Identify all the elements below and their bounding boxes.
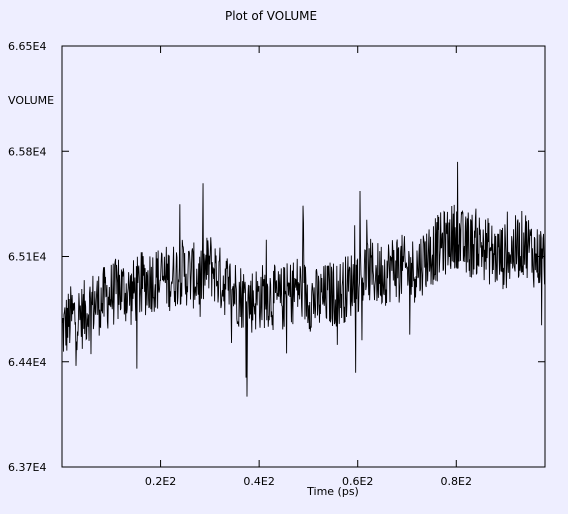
y-tick-label-4: 6.65E4: [8, 40, 46, 53]
x-axis-label: Time (ps): [306, 485, 359, 498]
x-tick-label-2: 0.6E2: [342, 475, 373, 488]
series-line-0: [61, 161, 546, 397]
y-axis-label: VOLUME: [8, 94, 54, 107]
x-tick-label-3: 0.8E2: [441, 475, 472, 488]
x-tick-label-0: 0.2E2: [145, 475, 176, 488]
y-tick-label-1: 6.44E4: [8, 356, 46, 369]
y-tick-label-0: 6.37E4: [8, 461, 46, 474]
chart-title: Plot of VOLUME: [225, 9, 317, 23]
series-layer: [61, 161, 546, 397]
y-axis: 6.37E4 6.44E4 6.51E4 6.58E4 6.65E4: [8, 40, 545, 474]
x-axis: 0.2E2 0.4E2 0.6E2 0.8E2: [145, 46, 472, 488]
x-tick-label-1: 0.4E2: [243, 475, 274, 488]
y-tick-label-2: 6.51E4: [8, 251, 46, 264]
y-tick-label-3: 6.58E4: [8, 145, 46, 158]
